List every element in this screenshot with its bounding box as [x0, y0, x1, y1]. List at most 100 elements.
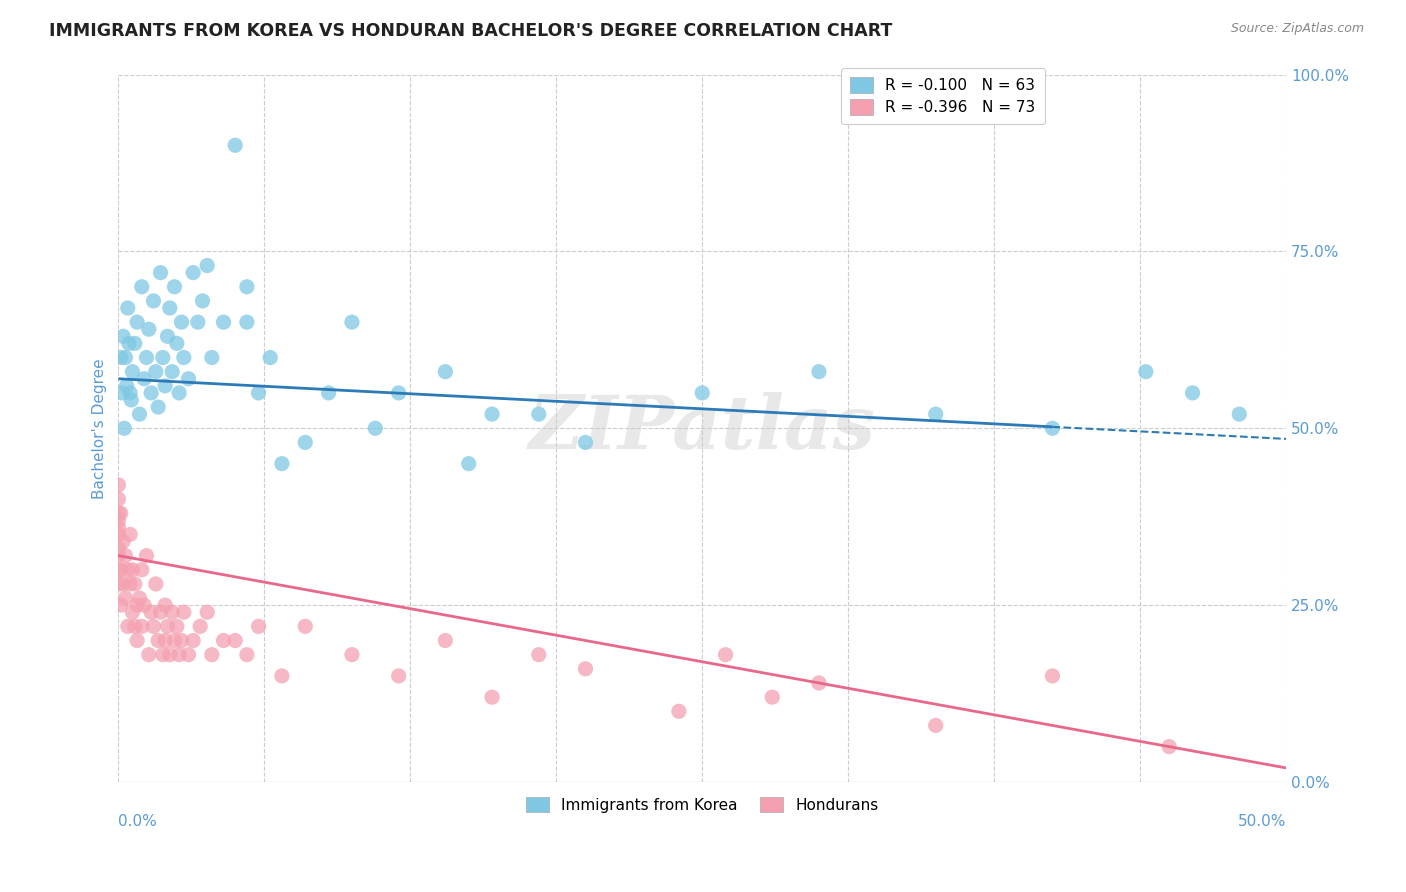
Point	[1042, 421, 1064, 435]
Point	[110, 598, 132, 612]
Point	[925, 718, 948, 732]
Point	[177, 648, 200, 662]
Point	[388, 385, 411, 400]
Point	[127, 315, 149, 329]
Point	[177, 372, 200, 386]
Point	[117, 301, 139, 315]
Point	[107, 541, 129, 556]
Point	[294, 435, 316, 450]
Point	[481, 690, 503, 705]
Point	[195, 605, 218, 619]
Point	[134, 372, 156, 386]
Point	[925, 407, 948, 421]
Text: Source: ZipAtlas.com: Source: ZipAtlas.com	[1230, 22, 1364, 36]
Point	[153, 633, 176, 648]
Text: 50.0%: 50.0%	[1237, 814, 1286, 829]
Point	[690, 385, 713, 400]
Point	[127, 598, 149, 612]
Point	[117, 619, 139, 633]
Point	[159, 301, 181, 315]
Point	[527, 648, 550, 662]
Point	[247, 619, 270, 633]
Point	[481, 407, 503, 421]
Point	[114, 549, 136, 563]
Point	[807, 676, 830, 690]
Point	[134, 598, 156, 612]
Point	[163, 633, 186, 648]
Point	[181, 266, 204, 280]
Point	[167, 385, 190, 400]
Point	[135, 549, 157, 563]
Point	[107, 549, 129, 563]
Point	[236, 315, 259, 329]
Point	[201, 351, 224, 365]
Point	[112, 329, 135, 343]
Point	[153, 598, 176, 612]
Point	[160, 605, 183, 619]
Point	[574, 435, 596, 450]
Point	[270, 669, 292, 683]
Point	[107, 506, 129, 520]
Point	[714, 648, 737, 662]
Point	[107, 513, 129, 527]
Point	[107, 520, 129, 534]
Point	[191, 293, 214, 308]
Point	[160, 365, 183, 379]
Point	[138, 648, 160, 662]
Point	[121, 365, 143, 379]
Point	[142, 293, 165, 308]
Point	[340, 648, 363, 662]
Point	[124, 619, 146, 633]
Point	[807, 365, 830, 379]
Point	[212, 633, 235, 648]
Point	[195, 259, 218, 273]
Point	[166, 336, 188, 351]
Point	[120, 577, 142, 591]
Point	[138, 322, 160, 336]
Point	[107, 491, 129, 506]
Point	[1135, 365, 1157, 379]
Point	[118, 336, 141, 351]
Point	[111, 385, 134, 400]
Text: ZIPatlas: ZIPatlas	[529, 392, 876, 465]
Point	[1042, 669, 1064, 683]
Point	[152, 648, 174, 662]
Point	[112, 421, 135, 435]
Point	[318, 385, 340, 400]
Point	[173, 351, 195, 365]
Point	[188, 619, 211, 633]
Point	[163, 279, 186, 293]
Point	[124, 577, 146, 591]
Text: 0.0%: 0.0%	[118, 814, 157, 829]
Point	[1159, 739, 1181, 754]
Point	[294, 619, 316, 633]
Point	[457, 457, 479, 471]
Point	[145, 365, 167, 379]
Point	[340, 315, 363, 329]
Point	[110, 563, 132, 577]
Point	[388, 669, 411, 683]
Point	[364, 421, 387, 435]
Point	[121, 563, 143, 577]
Point	[139, 605, 162, 619]
Point	[107, 478, 129, 492]
Point	[159, 648, 181, 662]
Point	[120, 527, 142, 541]
Point	[142, 619, 165, 633]
Point	[167, 648, 190, 662]
Point	[181, 633, 204, 648]
Point	[124, 336, 146, 351]
Point	[139, 385, 162, 400]
Point	[114, 591, 136, 605]
Point	[166, 619, 188, 633]
Point	[574, 662, 596, 676]
Point	[135, 351, 157, 365]
Point	[146, 400, 169, 414]
Point	[110, 351, 132, 365]
Point	[761, 690, 783, 705]
Point	[170, 315, 193, 329]
Point	[112, 534, 135, 549]
Point	[1181, 385, 1204, 400]
Point	[115, 379, 138, 393]
Point	[236, 279, 259, 293]
